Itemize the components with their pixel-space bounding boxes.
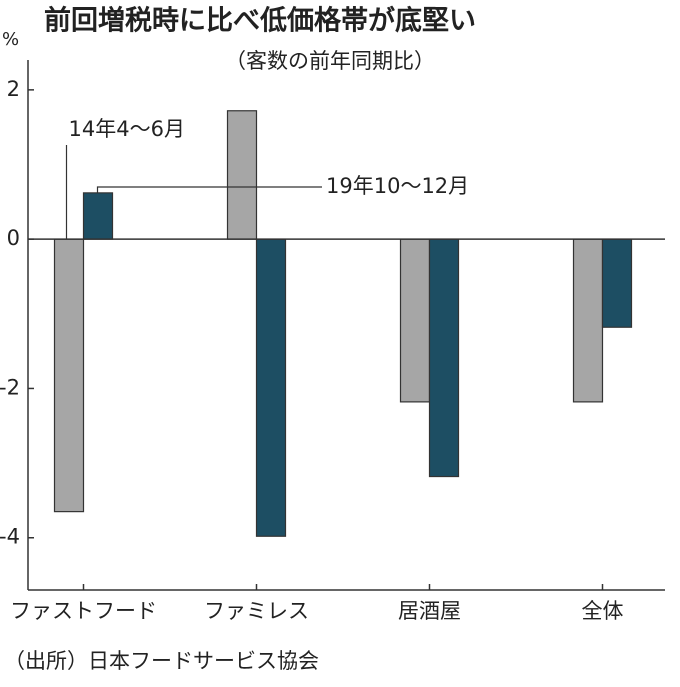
legend-label: 19年10〜12月 — [326, 174, 469, 198]
bar — [399, 238, 431, 403]
chart-title: 前回増税時に比べ低価格帯が底堅い — [44, 5, 476, 37]
y-unit: % — [2, 29, 19, 50]
bar — [572, 238, 604, 403]
chart-subtitle: （客数の前年同期比） — [225, 49, 435, 73]
bar — [255, 238, 287, 537]
y-tick-label: -4 — [0, 525, 20, 549]
y-tick-label: 2 — [7, 77, 20, 101]
x-tick-label: 全体 — [582, 599, 624, 623]
bar — [601, 238, 633, 328]
leader-line — [96, 186, 322, 193]
y-tick-label: 0 — [7, 226, 20, 250]
bar — [428, 238, 460, 478]
legend-label: 14年4〜6月 — [69, 117, 185, 141]
source: （出所）日本フードサービス協会 — [4, 649, 319, 673]
bar — [226, 110, 258, 240]
x-tick-label: ファストフード — [10, 599, 157, 623]
bar — [82, 192, 114, 240]
bar — [53, 238, 85, 513]
x-tick-label: 居酒屋 — [398, 599, 461, 623]
y-tick-label: -2 — [0, 375, 20, 399]
x-tick-label: ファミレス — [204, 599, 309, 623]
